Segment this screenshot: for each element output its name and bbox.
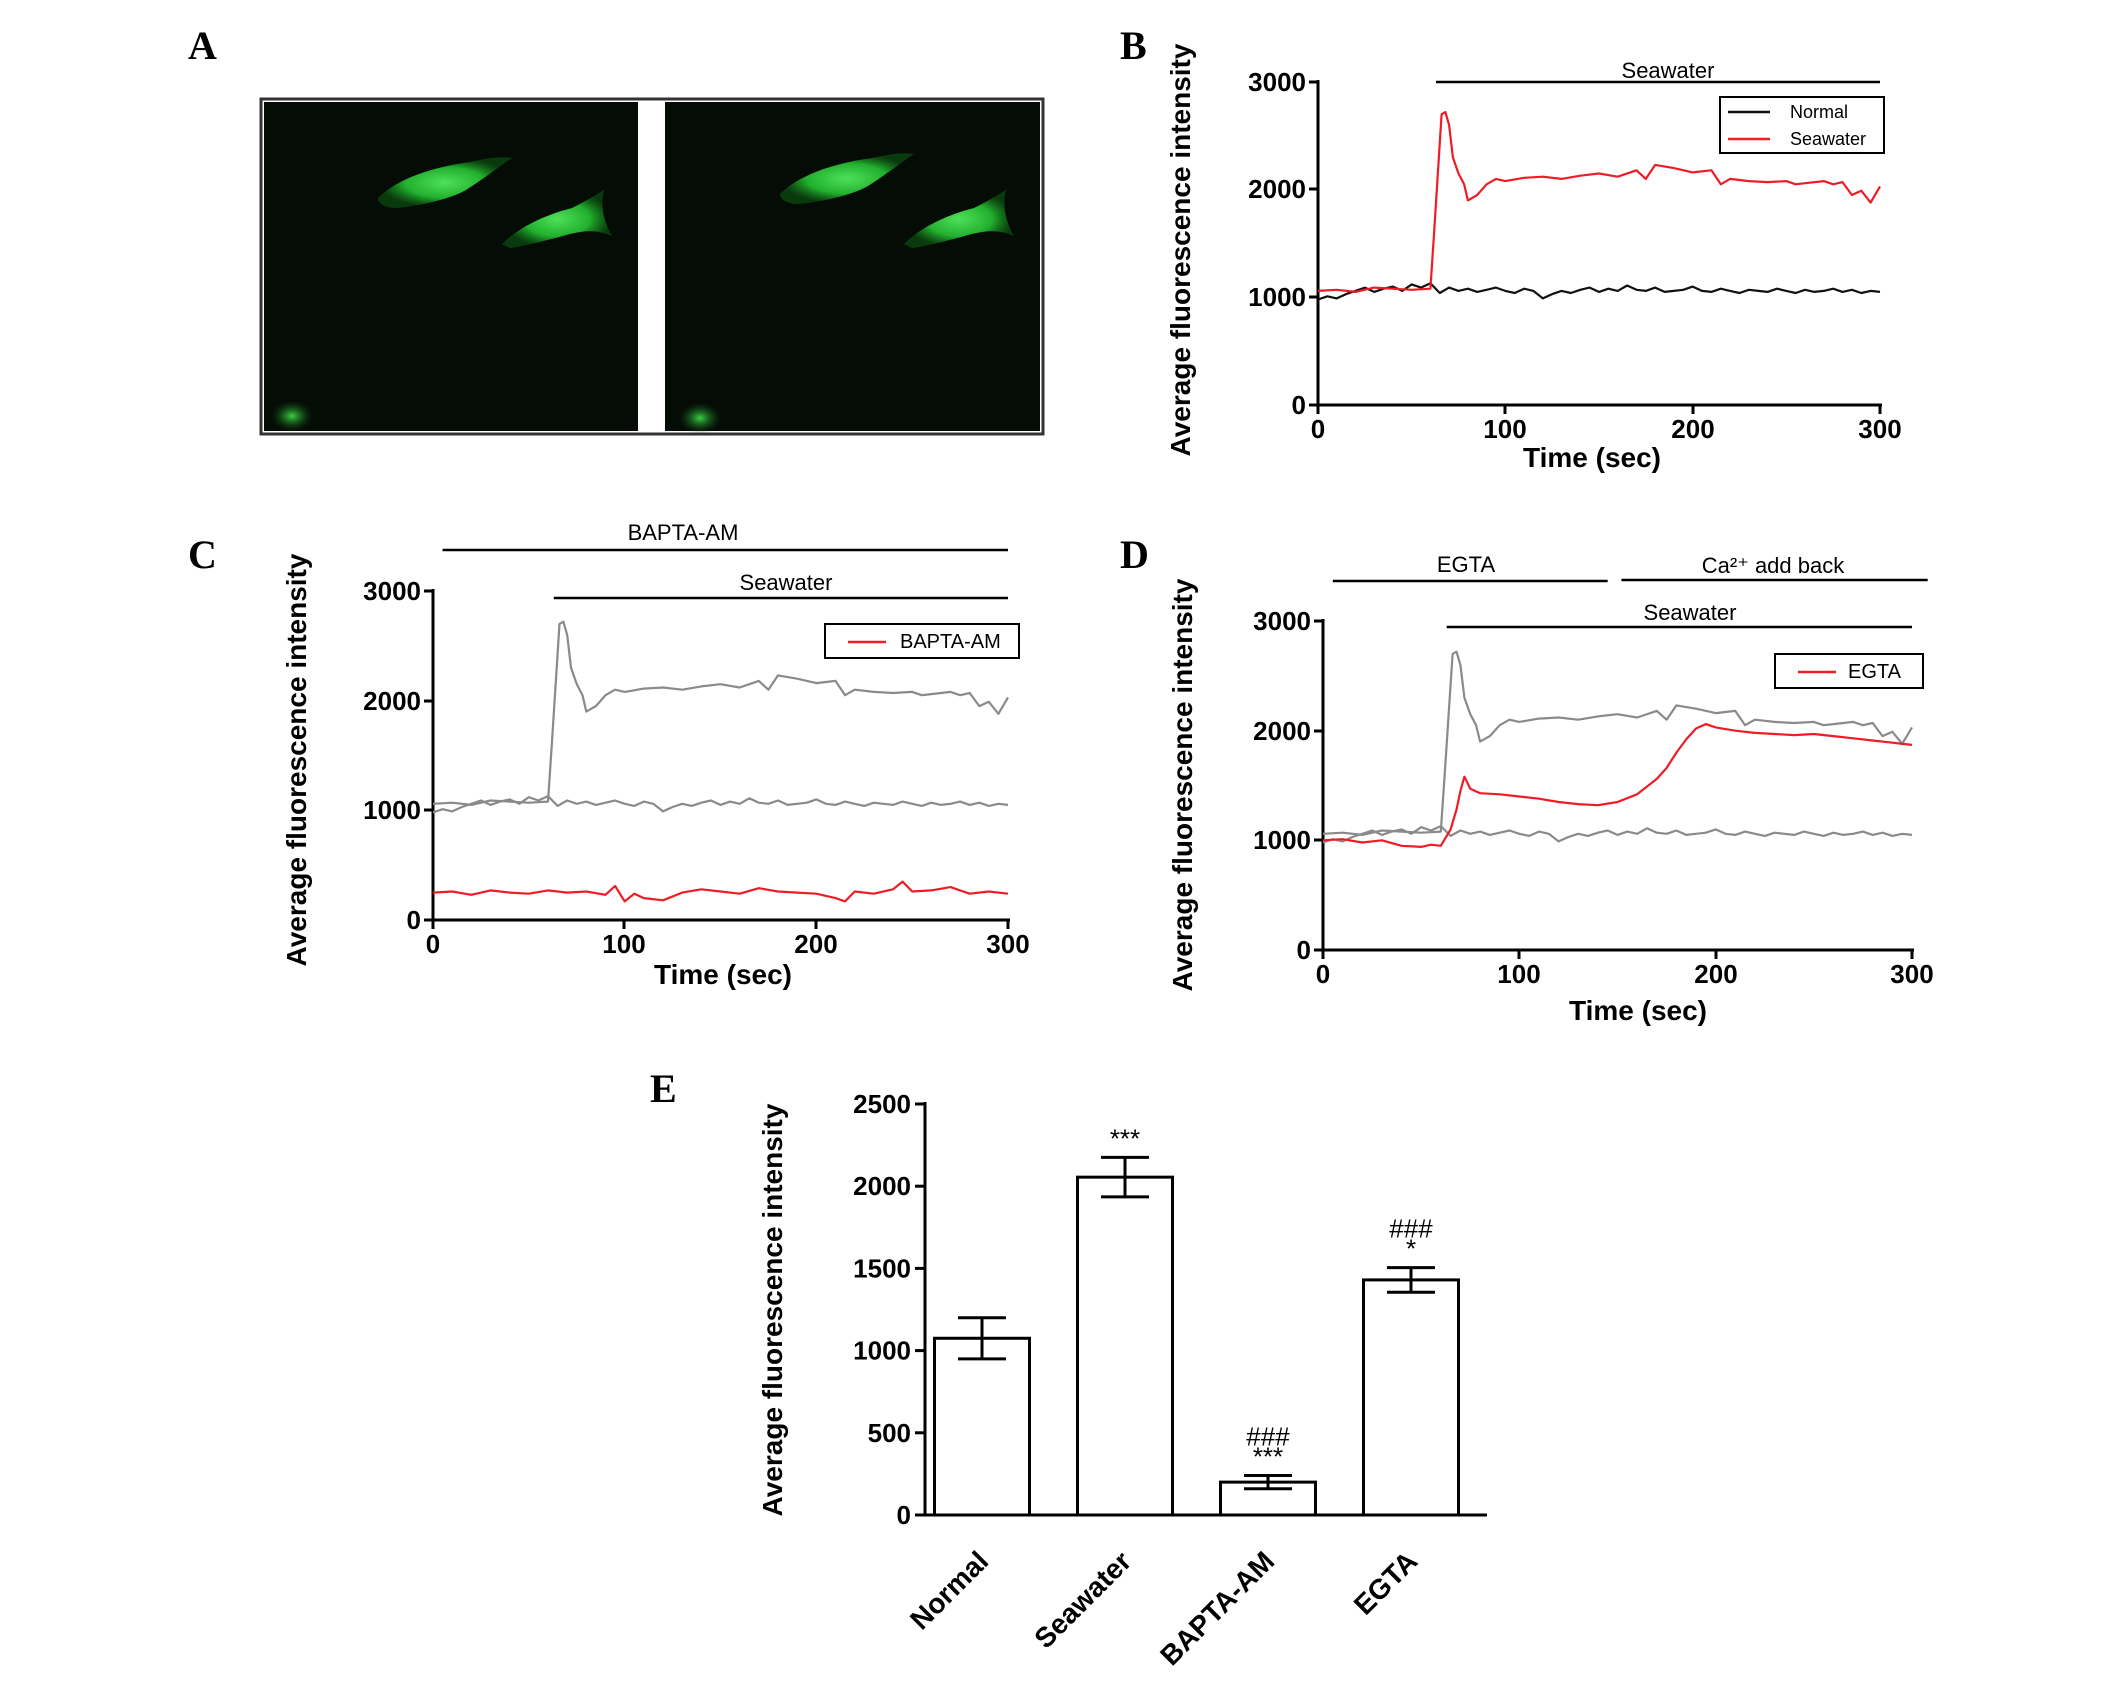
panel-label-a: A bbox=[188, 23, 217, 68]
y-tick-label: 0 bbox=[897, 1500, 911, 1530]
y-tick-label: 1000 bbox=[1253, 825, 1311, 855]
treatment-label: EGTA bbox=[1437, 552, 1496, 577]
treatment-label: BAPTA-AM bbox=[628, 520, 739, 545]
panel-label-b: B bbox=[1120, 23, 1147, 68]
panel-a-micrographs bbox=[259, 97, 1045, 436]
legend-entry: Normal bbox=[1790, 102, 1848, 122]
panel-label-d: D bbox=[1120, 532, 1149, 577]
x-category-label: EGTA bbox=[1348, 1545, 1423, 1620]
series-line-gray bbox=[432, 794, 1009, 814]
y-tick-label: 3000 bbox=[1253, 606, 1311, 636]
y-tick-label: 2000 bbox=[1253, 716, 1311, 746]
treatment-label: Ca²⁺ add back bbox=[1702, 553, 1845, 578]
cell-3-right bbox=[678, 402, 722, 434]
y-tick-label: 2500 bbox=[853, 1089, 911, 1119]
legend-entry: Seawater bbox=[1790, 129, 1866, 149]
panel-label-e: E bbox=[650, 1066, 677, 1111]
significance-hash: ### bbox=[1246, 1422, 1290, 1452]
x-tick-label: 300 bbox=[986, 929, 1029, 959]
cell-2-left bbox=[502, 190, 612, 248]
y-tick-label: 1000 bbox=[1248, 282, 1306, 312]
y-tick-label: 3000 bbox=[363, 576, 421, 606]
legend-entry: BAPTA-AM bbox=[900, 631, 1001, 653]
y-tick-label: 1000 bbox=[853, 1336, 911, 1366]
significance-star: *** bbox=[1110, 1123, 1140, 1153]
cell-3-left bbox=[270, 400, 314, 432]
bar bbox=[1362, 1278, 1460, 1517]
significance-star: * bbox=[1406, 1234, 1416, 1264]
x-category-label: Seawater bbox=[1028, 1545, 1137, 1654]
x-tick-label: 0 bbox=[1316, 959, 1330, 989]
y-tick-label: 2000 bbox=[363, 686, 421, 716]
y-tick-label: 0 bbox=[1292, 390, 1306, 420]
bar bbox=[933, 1336, 1031, 1517]
x-category-label: BAPTA-AM bbox=[1154, 1545, 1280, 1671]
fluorescence-micrograph-right bbox=[665, 102, 1040, 434]
x-axis-title: Time (sec) bbox=[654, 959, 792, 990]
x-tick-label: 100 bbox=[602, 929, 645, 959]
x-tick-label: 0 bbox=[426, 929, 440, 959]
y-tick-label: 3000 bbox=[1248, 67, 1306, 97]
x-category-label: Normal bbox=[904, 1545, 994, 1635]
significance-star: *** bbox=[1253, 1442, 1283, 1472]
cell-1-left bbox=[378, 157, 512, 208]
x-axis-title: Time (sec) bbox=[1569, 995, 1707, 1026]
y-axis-title: Average fluorescence intensity bbox=[1165, 43, 1196, 456]
x-tick-label: 200 bbox=[794, 929, 837, 959]
x-tick-label: 100 bbox=[1497, 959, 1540, 989]
y-tick-label: 0 bbox=[1297, 935, 1311, 965]
series-line-normal bbox=[1317, 282, 1881, 301]
chart-e: 0 500 1000 1500 2000 2500 Average fluorescence… bbox=[757, 1089, 1487, 1671]
y-tick-label: 2000 bbox=[853, 1171, 911, 1201]
y-axis-title: Average fluorescence intensity bbox=[1167, 578, 1198, 991]
y-tick-label: 1000 bbox=[363, 795, 421, 825]
x-tick-label: 100 bbox=[1483, 414, 1526, 444]
significance-hash: ### bbox=[1389, 1214, 1433, 1244]
bar bbox=[1076, 1175, 1174, 1517]
series-line-bapta-am bbox=[432, 880, 1009, 903]
y-tick-label: 1500 bbox=[853, 1253, 911, 1283]
x-tick-label: 300 bbox=[1890, 959, 1933, 989]
cell-2-right bbox=[904, 190, 1014, 248]
x-axis-title: Time (sec) bbox=[1523, 442, 1661, 473]
x-tick-label: 0 bbox=[1311, 414, 1325, 444]
fluorescence-micrograph-left bbox=[264, 102, 638, 432]
legend-box bbox=[1719, 96, 1885, 154]
panel-label-c: C bbox=[188, 532, 217, 577]
series-line-egta bbox=[1322, 722, 1913, 849]
y-axis-title: Average fluorescence intensity bbox=[281, 553, 312, 966]
cell-1-right bbox=[780, 153, 914, 204]
series-line-seawater bbox=[1317, 110, 1881, 293]
series-line-gray bbox=[432, 620, 1009, 807]
series-line-gray bbox=[1322, 650, 1913, 837]
x-tick-label: 300 bbox=[1858, 414, 1901, 444]
x-tick-label: 200 bbox=[1694, 959, 1737, 989]
series-line-gray bbox=[1322, 824, 1913, 844]
y-axis-title: Average fluorescence intensity bbox=[757, 1103, 788, 1516]
y-tick-label: 500 bbox=[868, 1418, 911, 1448]
treatment-label: Seawater bbox=[1644, 600, 1737, 625]
treatment-label: Seawater bbox=[740, 570, 833, 595]
y-tick-label: 0 bbox=[407, 905, 421, 935]
treatment-label: Seawater bbox=[1622, 58, 1715, 83]
x-tick-label: 200 bbox=[1671, 414, 1714, 444]
y-tick-label: 2000 bbox=[1248, 174, 1306, 204]
legend-entry: EGTA bbox=[1848, 661, 1902, 683]
